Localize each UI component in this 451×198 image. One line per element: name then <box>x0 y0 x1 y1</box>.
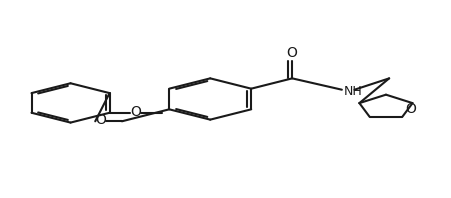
Text: O: O <box>130 105 141 119</box>
Text: O: O <box>286 46 297 60</box>
Text: O: O <box>404 102 415 116</box>
Text: O: O <box>95 113 106 127</box>
Text: NH: NH <box>343 85 362 98</box>
